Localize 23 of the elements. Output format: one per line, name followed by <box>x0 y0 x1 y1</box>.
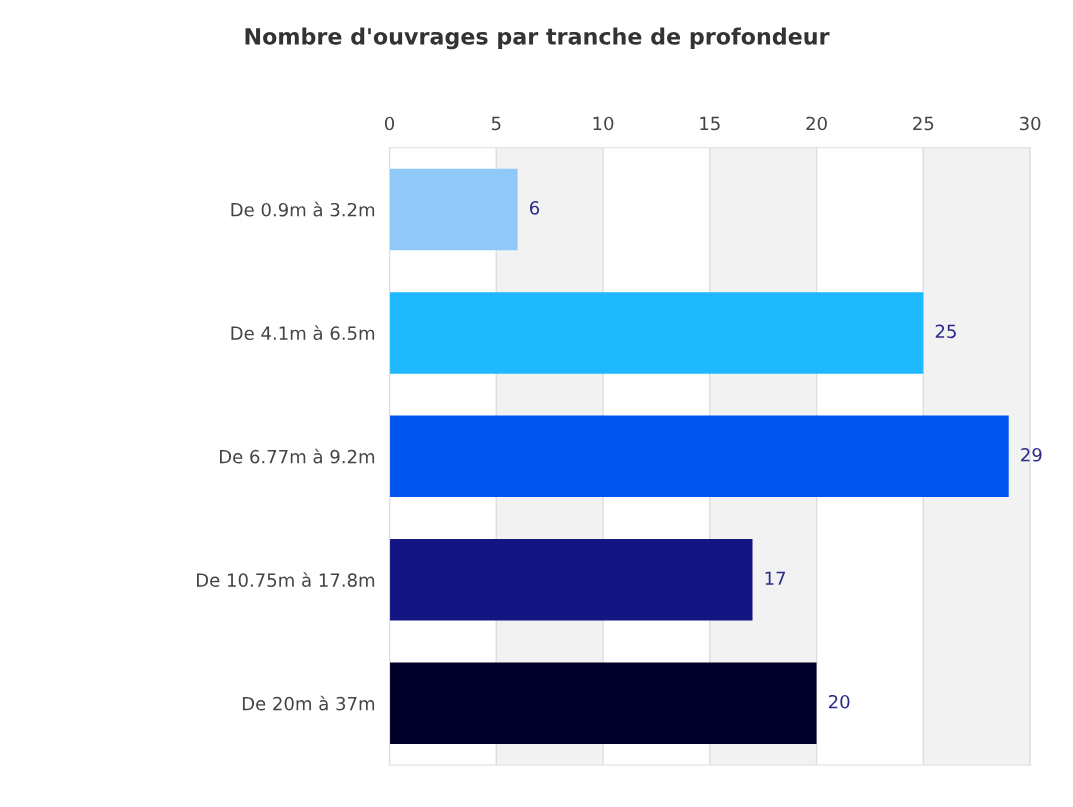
bar <box>389 168 518 251</box>
y-tick-label: De 4.1m à 6.5m <box>231 325 375 340</box>
data-label: 20 <box>828 694 850 709</box>
x-tick-label: 10 <box>593 116 614 131</box>
data-label: 6 <box>529 201 540 215</box>
chart-title: Nombre d'ouvrages par tranche de profondeur <box>245 27 830 50</box>
y-tick-label: De 6.77m à 9.2m <box>220 448 375 464</box>
y-tick-label: De 10.75m à 17.8m <box>197 572 375 587</box>
data-label: 17 <box>765 571 786 585</box>
bar <box>389 415 1009 498</box>
x-tick-label: 20 <box>806 116 827 131</box>
bar <box>389 292 924 374</box>
data-label: 25 <box>935 324 956 339</box>
x-tick-label: 25 <box>913 116 934 131</box>
x-tick-label: 5 <box>491 116 501 131</box>
data-label: 29 <box>1021 447 1042 462</box>
bar <box>389 662 817 745</box>
y-tick-label: De 0.9m à 3.2m <box>231 201 375 217</box>
x-tick-label: 15 <box>700 116 720 131</box>
bar <box>389 539 753 621</box>
x-tick-label: 30 <box>1019 116 1041 131</box>
x-tick-label: 0 <box>384 116 395 131</box>
y-tick-label: De 20m à 37m <box>242 695 375 711</box>
